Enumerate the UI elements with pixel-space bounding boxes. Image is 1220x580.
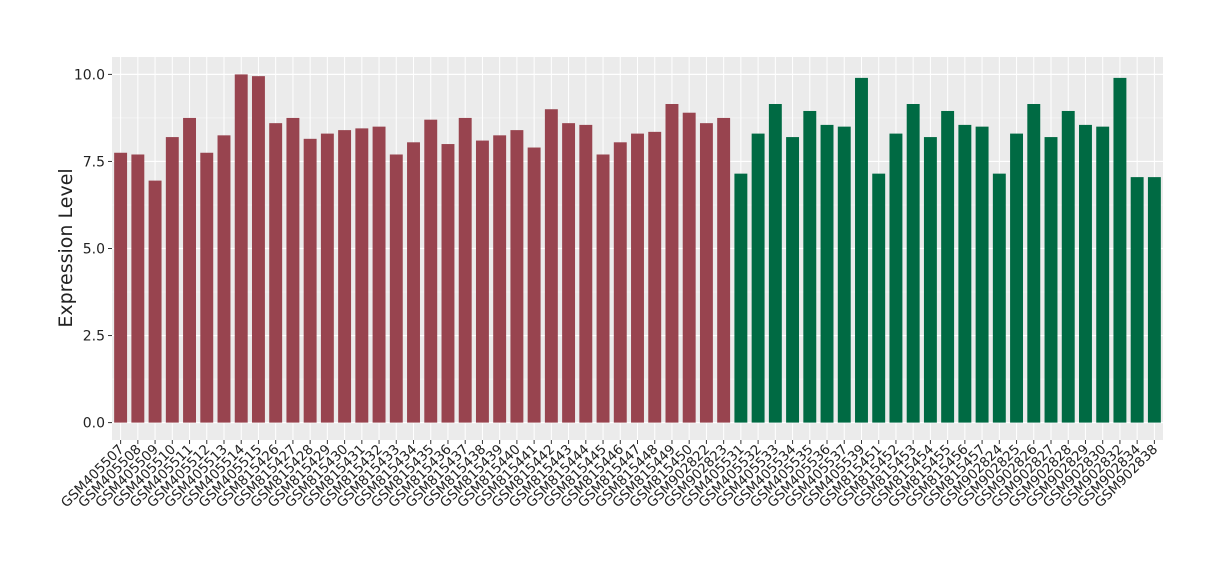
y-axis-title: Expression Level: [55, 168, 77, 327]
bar: [992, 173, 1006, 423]
bar: [682, 112, 696, 423]
bar: [407, 142, 420, 423]
bar: [1010, 133, 1024, 423]
bar: [338, 130, 352, 423]
bar: [768, 104, 782, 423]
bar: [510, 130, 524, 423]
bar: [269, 123, 283, 423]
bar: [820, 124, 834, 423]
bar: [458, 117, 472, 423]
bar: [234, 74, 248, 423]
y-tick-label: 2.5: [83, 329, 105, 345]
bar: [699, 123, 713, 423]
bar: [544, 109, 558, 423]
y-tick-label: 7.5: [83, 154, 105, 170]
bar: [579, 124, 593, 423]
bar: [872, 173, 886, 423]
bar: [165, 137, 179, 423]
bar: [889, 133, 903, 423]
bar: [1096, 126, 1110, 423]
bar: [1061, 110, 1075, 423]
bar: [1027, 104, 1041, 423]
bar: [217, 135, 231, 423]
y-tick-label: 10.0: [74, 67, 105, 83]
bar: [665, 104, 679, 423]
bar: [613, 142, 627, 423]
bar: [855, 77, 868, 423]
bar: [923, 137, 937, 423]
bar: [389, 154, 403, 423]
bar: [648, 131, 662, 423]
bar: [493, 135, 507, 423]
bar: [131, 154, 145, 423]
bar: [906, 104, 920, 423]
bar: [286, 117, 300, 423]
bar: [562, 123, 576, 423]
bar: [114, 152, 128, 423]
bar: [183, 117, 196, 423]
bar: [475, 140, 489, 423]
y-tick-label: 5.0: [83, 242, 105, 258]
bar: [527, 147, 541, 423]
bar: [958, 124, 972, 423]
bar: [975, 126, 989, 423]
bar: [441, 144, 455, 423]
bar: [1079, 124, 1092, 423]
bar: [372, 126, 386, 423]
bar: [424, 119, 438, 423]
bar: [941, 110, 955, 423]
bar: [786, 137, 800, 423]
bar: [148, 180, 162, 423]
bar: [1130, 177, 1144, 423]
bar: [717, 117, 731, 423]
bar: [1147, 177, 1161, 423]
bar: [751, 133, 765, 423]
bar: [320, 133, 334, 423]
bar: [251, 76, 265, 423]
bar: [734, 173, 748, 423]
bar: [303, 138, 317, 423]
bar: [200, 152, 214, 423]
y-tick-label: 0.0: [83, 416, 105, 432]
bar: [837, 126, 851, 423]
bar: [1044, 137, 1058, 423]
bar: [596, 154, 610, 423]
bar: [803, 110, 817, 423]
bar: [631, 133, 644, 423]
bar: [355, 128, 369, 423]
bar: [1113, 77, 1127, 423]
